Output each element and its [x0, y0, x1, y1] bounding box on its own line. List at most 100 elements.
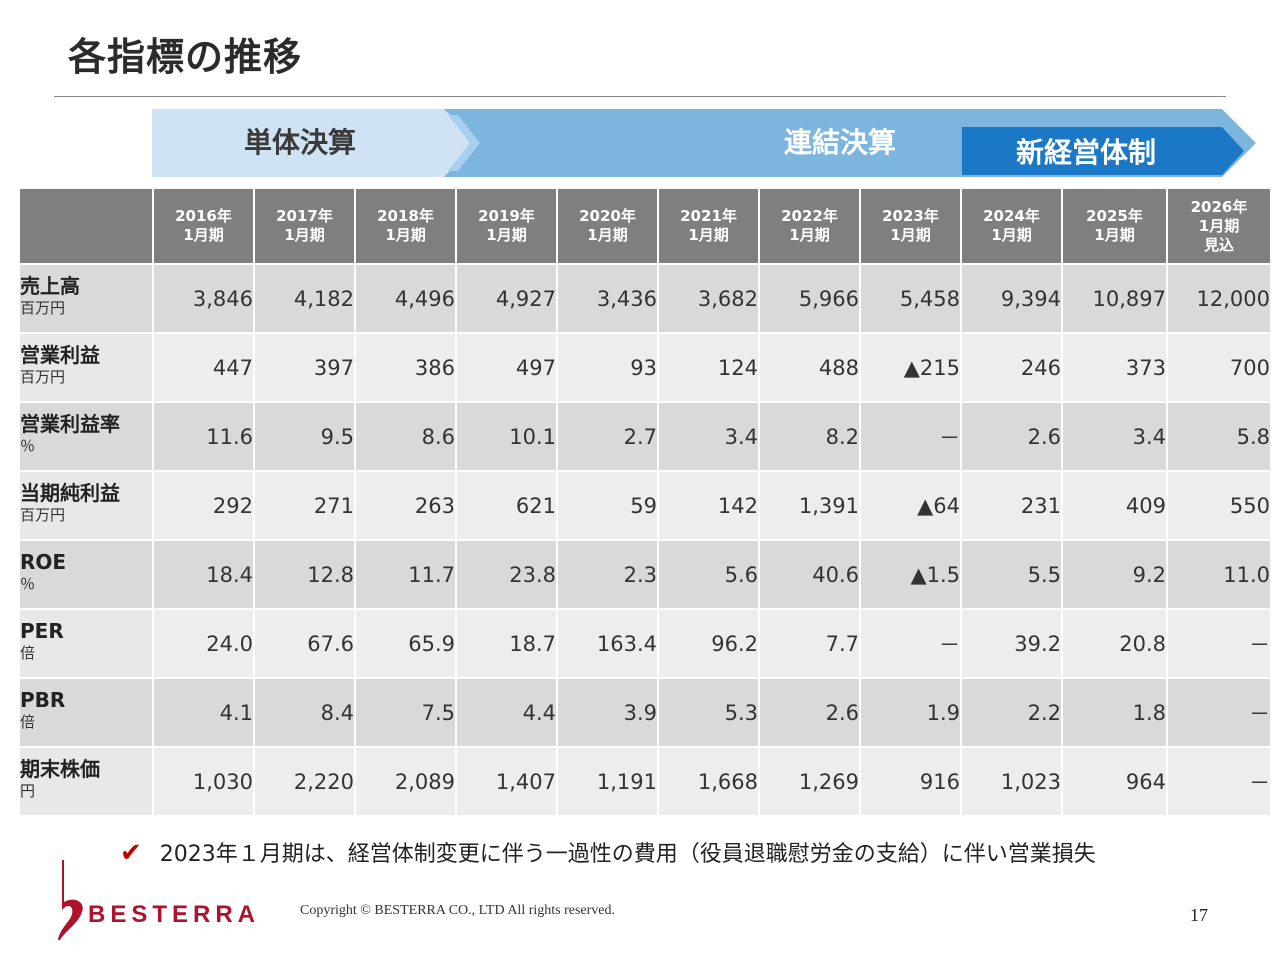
table-cell: 11.7 [354, 539, 457, 610]
row-label: 営業利益 百万円 [18, 332, 154, 403]
metric-unit: 百万円 [20, 299, 66, 317]
table-cell: 1,668 [657, 746, 760, 817]
table-cell: 700 [1166, 332, 1272, 403]
table-cell: 1,030 [152, 746, 255, 817]
table-cell: ▲64 [859, 470, 962, 541]
table-cell: － [1166, 677, 1272, 748]
column-header: 2017年 1月期 [253, 187, 356, 265]
column-header-line: 2019年 [478, 207, 535, 225]
metric-unit: ％ [20, 437, 36, 455]
metric-name: 当期純利益 [20, 481, 120, 505]
table-cell: 11.6 [152, 401, 255, 472]
table-cell: 5,966 [758, 263, 861, 334]
table-cell: 263 [354, 470, 457, 541]
footnote: ✔ 2023年１月期は、経営体制変更に伴う一過性の費用（役員退職慰労金の支給）に伴… [120, 836, 1096, 868]
table-cell: 12,000 [1166, 263, 1272, 334]
table-row: 売上高 百万円 3,846 4,182 4,496 4,927 3,436 3,682 5,96… [18, 263, 1272, 334]
table-cell: 24.0 [152, 608, 255, 679]
table-cell: 447 [152, 332, 255, 403]
table-cell: 59 [556, 470, 659, 541]
metric-unit: 倍 [20, 713, 36, 731]
table-cell: 7.7 [758, 608, 861, 679]
column-header-line: 1月期 [1198, 216, 1240, 235]
table-row: PER 倍 24.0 67.6 65.9 18.7 163.4 96.2 7.7 － 39.2 20.… [18, 608, 1272, 679]
metric-name: 営業利益率 [20, 412, 120, 436]
column-header-line: 2022年 [781, 207, 838, 225]
column-header-line: 1月期 [890, 226, 931, 244]
column-header-line: 1月期 [486, 226, 527, 244]
logo-text: BESTERRA [88, 901, 260, 928]
table-cell: 5.6 [657, 539, 760, 610]
table-cell: 916 [859, 746, 962, 817]
table-cell: 67.6 [253, 608, 356, 679]
column-header: 2023年 1月期 [859, 187, 962, 265]
metric-unit: 円 [20, 782, 36, 800]
table-cell: － [859, 608, 962, 679]
column-header-line: 1月期 [789, 226, 830, 244]
banner-single-block [152, 109, 478, 177]
table-cell: 4.1 [152, 677, 255, 748]
table-row: 営業利益率％ 11.6 9.5 8.6 10.1 2.7 3.4 8.2 － 2.6 3.4 5.8 [18, 401, 1272, 472]
table-cell: 163.4 [556, 608, 659, 679]
copyright-text: Copyright © BESTERRA CO., LTD All rights… [300, 903, 616, 918]
column-header-line: 2018年 [377, 207, 434, 225]
table-cell: 373 [1061, 332, 1168, 403]
table-cell: － [1166, 746, 1272, 817]
table-cell: － [859, 401, 962, 472]
table-cell: ▲1.5 [859, 539, 962, 610]
column-header: 2025年 1月期 [1061, 187, 1168, 265]
table-cell: 1,023 [960, 746, 1063, 817]
table-cell: 3.4 [657, 401, 760, 472]
table-cell: 3,682 [657, 263, 760, 334]
column-header-line: 2021年 [680, 207, 737, 225]
table-header-row: 2016年 1月期 2017年 1月期 2018年 1月期 2019年 1月期 2020年 1月期… [18, 187, 1272, 265]
table-cell: 10,897 [1061, 263, 1168, 334]
column-header-line: 1月期 [587, 226, 628, 244]
column-header-line: 1月期 [688, 226, 729, 244]
table-cell: 386 [354, 332, 457, 403]
column-header-line: 1月期 [183, 226, 224, 244]
table-cell: 621 [455, 470, 558, 541]
table-cell: 2.6 [960, 401, 1063, 472]
column-header: 2019年 1月期 [455, 187, 558, 265]
table-cell: 9,394 [960, 263, 1063, 334]
table-cell: － [1166, 608, 1272, 679]
column-header: 2016年 1月期 [152, 187, 255, 265]
table-row: PBR 倍 4.1 8.4 7.5 4.4 3.9 5.3 2.6 1.9 2.2 1.8 － [18, 677, 1272, 748]
table-cell: 2.6 [758, 677, 861, 748]
table-cell: 1,191 [556, 746, 659, 817]
table-cell: 1,407 [455, 746, 558, 817]
table-cell: 18.4 [152, 539, 255, 610]
column-header-line: 1月期 [1094, 226, 1135, 244]
table-cell: 1,391 [758, 470, 861, 541]
table-cell: 4,182 [253, 263, 356, 334]
table-cell: 8.6 [354, 401, 457, 472]
metric-name: 売上高 [20, 274, 80, 298]
table-cell: 142 [657, 470, 760, 541]
row-label: ROE ％ [18, 539, 154, 610]
column-header: 2026年 1月期 見込 [1166, 187, 1272, 265]
row-label: 売上高 百万円 [18, 263, 154, 334]
table-cell: 2.2 [960, 677, 1063, 748]
row-label: 当期純利益 百万円 [18, 470, 154, 541]
table-cell: 2,220 [253, 746, 356, 817]
table-cell: 550 [1166, 470, 1272, 541]
table-cell: 65.9 [354, 608, 457, 679]
column-header-line: 2026年 [1190, 197, 1248, 216]
column-header-line: 2024年 [983, 207, 1040, 225]
metrics-table: 2016年 1月期 2017年 1月期 2018年 1月期 2019年 1月期 2020年 1月期… [18, 187, 1272, 817]
table-row: 期末株価円 1,030 2,220 2,089 1,407 1,191 1,668 1,269… [18, 746, 1272, 817]
table-cell: 3.4 [1061, 401, 1168, 472]
metric-unit: 百万円 [20, 368, 66, 386]
page-number: 17 [1190, 905, 1208, 925]
column-header-line: 1月期 [284, 226, 325, 244]
table-cell: 271 [253, 470, 356, 541]
column-header-line: 2020年 [579, 207, 636, 225]
banner-new-arrow [962, 127, 1244, 175]
page-title: 各指標の推移 [68, 35, 303, 79]
table-cell: 12.8 [253, 539, 356, 610]
row-label: 期末株価円 [18, 746, 154, 817]
column-header: 2022年 1月期 [758, 187, 861, 265]
table-row: 当期純利益 百万円 292 271 263 621 59 142 1,391 ▲64 231 409 5… [18, 470, 1272, 541]
column-header-line: 2016年 [175, 207, 232, 225]
